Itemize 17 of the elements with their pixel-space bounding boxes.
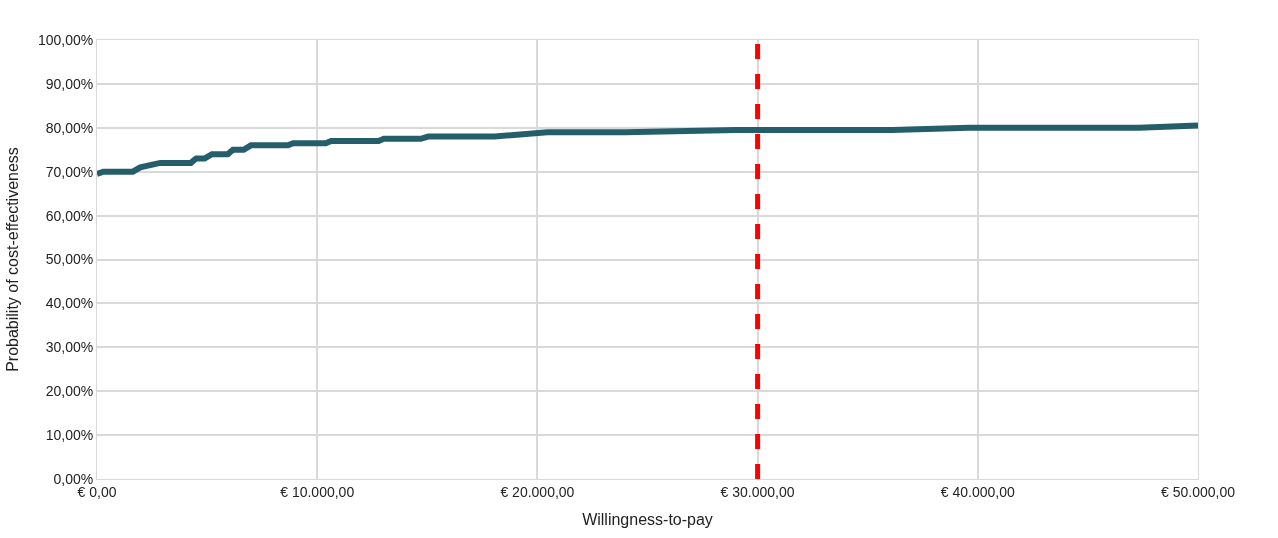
y-tick-label: 50,00%	[45, 251, 94, 268]
y-tick-label: 30,00%	[45, 339, 94, 356]
y-tick-label: 90,00%	[45, 75, 94, 92]
x-tick-label: € 30.000,00	[720, 483, 795, 500]
y-tick-label: 60,00%	[45, 207, 94, 224]
y-tick-label: 40,00%	[45, 295, 94, 312]
y-axis-title: Probability of cost-effectiveness	[3, 147, 21, 372]
y-tick-label: 10,00%	[45, 427, 94, 443]
y-tick-label: 70,00%	[45, 163, 94, 180]
y-tick-label: 20,00%	[45, 383, 94, 400]
y-tick-label: 80,00%	[45, 119, 94, 136]
x-tick-label: € 40.000,00	[940, 483, 1015, 500]
x-tick-label: € 50.000,00	[1161, 483, 1236, 500]
x-tick-label: € 10.000,00	[280, 483, 355, 500]
x-tick-label: € 20.000,00	[500, 483, 575, 500]
y-tick-label: 100,00%	[37, 31, 94, 48]
x-axis-title: Willingness-to-pay	[582, 511, 713, 529]
